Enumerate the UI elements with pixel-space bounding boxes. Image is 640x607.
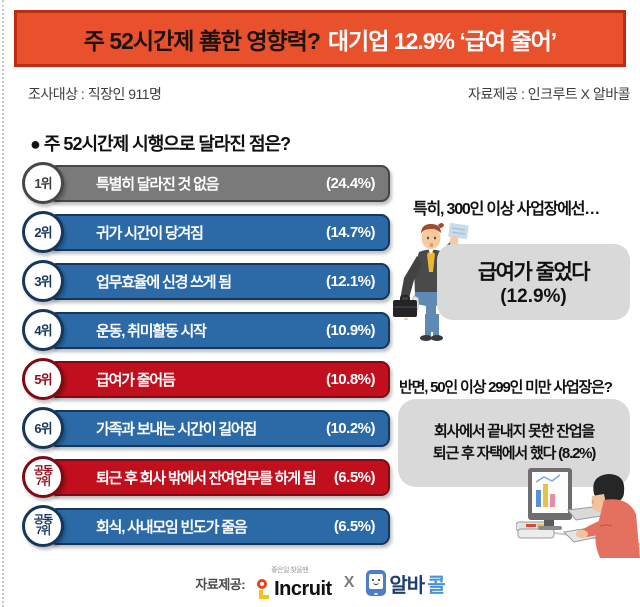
albacall-logo-text-1: 알바 [389,574,425,597]
rank-number: 3위 [34,273,52,289]
callout-small-heading: 반면, 50인 이상 299인 미만 사업장은? [399,379,613,396]
bubble-text-line1: 급여가 줄었다 [477,261,591,284]
rank-label: 특별히 달라진 것 없음 [96,176,220,193]
rank-badge: 5위 [22,358,64,400]
source-text: 자료제공 : 인크루트 X 알바콜 [468,86,630,102]
rank-percent: (6.5%) [333,469,376,486]
rank-number-line1: 공동 [33,514,53,526]
worker-at-computer-illustration [516,468,640,558]
rank-badge: 6위 [22,407,64,449]
callout-small-bubble: 회사에서 끝내지 못한 잔업을 퇴근 후 자택에서 했다 (8.2%) [398,399,630,487]
rank-label: 회식, 사내모임 빈도가 줄음 [96,519,248,536]
rank-number: 4위 [34,322,52,338]
rank-percent: (10.2%) [325,420,376,437]
rank-bar: 운동, 취미활동 시작 (10.9%) [48,312,390,349]
rank-percent: (10.9%) [325,322,376,339]
albacall-logo-text-2: 콜 [427,574,445,597]
banner-title-white: 대기업 12.9% ‘급여 줄어’ [327,27,557,54]
albacall-phone-icon [366,570,387,596]
bubble-text-line2: 퇴근 후 자택에서 했다 (8.2%) [432,445,596,462]
left-dotted-divider [2,0,4,607]
rank-bar: 회식, 사내모임 빈도가 줄음 (6.5%) [48,508,390,545]
incruit-logo-icon [257,577,272,599]
rank-badge: 4위 [22,309,64,351]
rank-percent: (24.4%) [325,175,376,192]
footer-source-label: 자료제공: [195,576,246,592]
rank-label: 업무효율에 신경 쓰게 됨 [96,274,232,291]
incruit-logo: 좋은일 찾을땐 Incruit [257,567,332,599]
rank-bar: 업무효율에 신경 쓰게 됨 (12.1%) [48,263,390,300]
rank-number: 6위 [34,420,52,436]
survey-target-text: 조사대상 : 직장인 911명 [28,86,162,102]
logo-separator: X [343,574,355,591]
rank-number-line1: 공동 [33,465,53,477]
rank-badge: 공동 7위 [22,456,64,498]
rank-label: 귀가 시간이 당겨짐 [96,225,204,242]
rank-badge: 1위 [22,162,64,204]
rank-badge: 2위 [22,211,64,253]
rank-label: 급여가 줄어듬 [96,372,176,389]
rank-label: 가족과 보내는 시간이 길어짐 [96,421,257,438]
rank-number: 5위 [34,371,52,387]
rank-row-2: 귀가 시간이 당겨짐 (14.7%) 2위 [22,211,390,253]
question-heading: ● 주 52시간제 시행으로 달라진 점은? [30,134,291,154]
rank-row-4: 운동, 취미활동 시작 (10.9%) 4위 [22,309,390,351]
rank-percent: (6.5%) [333,518,376,535]
rank-percent: (14.7%) [325,224,376,241]
rank-bar: 귀가 시간이 당겨짐 (14.7%) [48,214,390,251]
rank-row-3: 업무효율에 신경 쓰게 됨 (12.1%) 3위 [22,260,390,302]
incruit-tagline: 좋은일 찾을땐 [271,567,309,574]
footer: 자료제공: 좋은일 찾을땐 Incruit X 알바 콜 [0,560,640,606]
rank-row-6: 가족과 보내는 시간이 길어짐 (10.2%) 6위 [22,407,390,449]
rank-row-8: 회식, 사내모임 빈도가 줄음 (6.5%) 공동 7위 [22,505,390,547]
callout-large-heading: 특히, 300인 이상 사업장에선… [413,201,600,218]
rank-percent: (12.1%) [325,273,376,290]
rank-label: 퇴근 후 회사 밖에서 잔여업무를 하게 됨 [96,470,317,487]
rank-number-line2: 7위 [35,476,51,488]
callout-large-bubble: 급여가 줄었다 (12.9%) [437,244,630,320]
rank-bar: 가족과 보내는 시간이 길어짐 (10.2%) [48,410,390,447]
title-banner: 주 52시간제 善한 영향력? 대기업 12.9% ‘급여 줄어’ [14,10,626,67]
rank-number: 1위 [34,175,52,191]
rank-bar: 퇴근 후 회사 밖에서 잔여업무를 하게 됨 (6.5%) [48,459,390,496]
rank-row-1: 특별히 달라진 것 없음 (24.4%) 1위 [22,162,390,204]
rank-bar: 특별히 달라진 것 없음 (24.4%) [48,165,390,202]
rank-badge: 공동 7위 [22,505,64,547]
rank-percent: (10.8%) [325,371,376,388]
bubble-text-line1: 회사에서 끝내지 못한 잔업을 [433,423,595,441]
albacall-logo: 알바 콜 [366,569,446,598]
rank-bar: 급여가 줄어듬 (10.8%) [48,361,390,398]
rank-row-7: 퇴근 후 회사 밖에서 잔여업무를 하게 됨 (6.5%) 공동 7위 [22,456,390,498]
rank-row-5: 급여가 줄어듬 (10.8%) 5위 [22,358,390,400]
rank-number: 2위 [34,224,52,240]
rank-number-line2: 7위 [35,525,51,537]
banner-title-black: 주 52시간제 善한 영향력? [83,27,321,54]
incruit-logo-text: Incruit [274,578,332,600]
rank-badge: 3위 [22,260,64,302]
bubble-text-line2: (12.9%) [500,286,567,307]
rank-label: 운동, 취미활동 시작 [96,323,207,340]
